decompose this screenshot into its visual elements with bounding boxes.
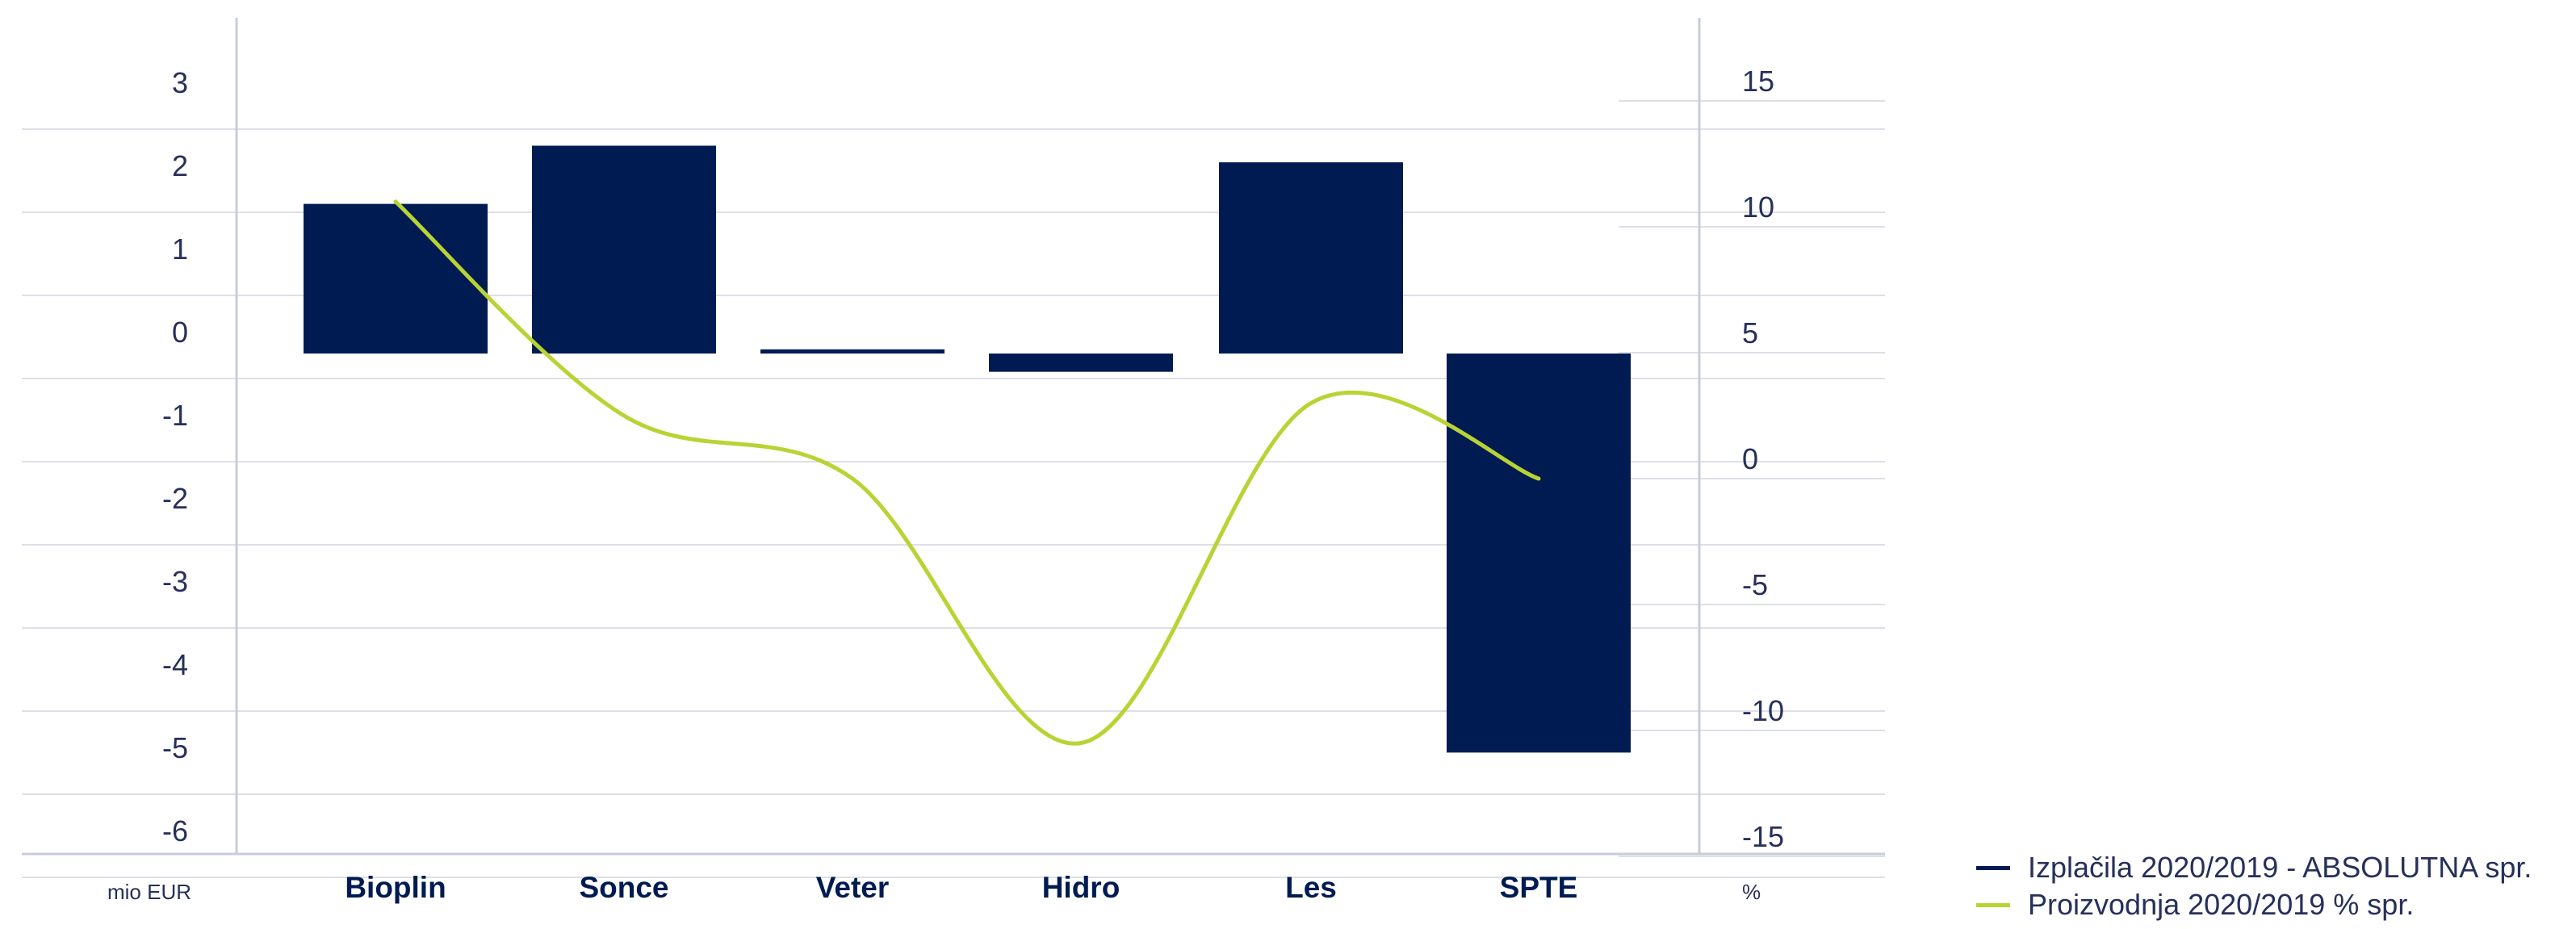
left-tick-label: -4 (162, 648, 188, 681)
right-tick-label: 5 (1742, 316, 1758, 349)
left-tick-label: -5 (162, 731, 188, 764)
bar-les (1219, 162, 1403, 354)
legend-item-line: Proizvodnja 2020/2019 % spr. (1976, 886, 2532, 923)
line-series (393, 199, 1541, 746)
legend-label-line: Proizvodnja 2020/2019 % spr. (2028, 888, 2415, 921)
right-tick-labels: 15 10 5 0 -5 -10 -15 (1742, 65, 1784, 853)
left-tick-label: 2 (172, 149, 188, 182)
left-tick-label: -6 (162, 814, 188, 847)
left-tick-label: 1 (172, 232, 188, 266)
bar-veter (760, 349, 945, 354)
bar-series (304, 145, 1631, 753)
right-tick-label: 10 (1742, 190, 1774, 224)
left-tick-label: -3 (162, 565, 188, 598)
category-label-les: Les (1285, 871, 1337, 904)
bar-hidro (989, 354, 1173, 372)
bar-sonce (532, 145, 716, 354)
right-tick-label: -5 (1742, 568, 1768, 601)
right-tick-label: -15 (1742, 820, 1784, 853)
right-tick-label: 0 (1742, 442, 1758, 475)
line-path (393, 199, 1541, 746)
category-label-sonce: Sonce (579, 871, 668, 904)
category-label-bioplin: Bioplin (345, 871, 446, 904)
category-label-hidro: Hidro (1042, 871, 1120, 904)
right-axis-label: % (1742, 880, 1761, 904)
legend-item-bars: Izplačila 2020/2019 - ABSOLUTNA spr. (1976, 849, 2532, 886)
legend: Izplačila 2020/2019 - ABSOLUTNA spr. Pro… (1976, 849, 2532, 923)
right-grid (1619, 100, 1885, 857)
bar-bioplin (304, 203, 488, 354)
left-axis-label: mio EUR (107, 880, 191, 904)
right-tick-label: 15 (1742, 65, 1774, 98)
legend-swatch-bars (1976, 865, 2010, 870)
left-tick-label: -2 (162, 482, 188, 515)
category-label-veter: Veter (816, 871, 890, 904)
right-tick-label: -10 (1742, 694, 1784, 727)
legend-swatch-line (1976, 902, 2010, 907)
left-tick-label: 3 (172, 66, 188, 99)
left-tick-labels: 3 2 1 0 -1 -2 -3 -4 -5 -6 (162, 66, 188, 847)
category-labels: Bioplin Sonce Veter Hidro Les SPTE (345, 871, 1577, 904)
left-tick-label: 0 (172, 316, 188, 349)
bar-spte (1447, 354, 1631, 753)
category-label-spte: SPTE (1500, 871, 1578, 904)
legend-label-bars: Izplačila 2020/2019 - ABSOLUTNA spr. (2028, 851, 2532, 884)
left-tick-label: -1 (162, 399, 188, 432)
